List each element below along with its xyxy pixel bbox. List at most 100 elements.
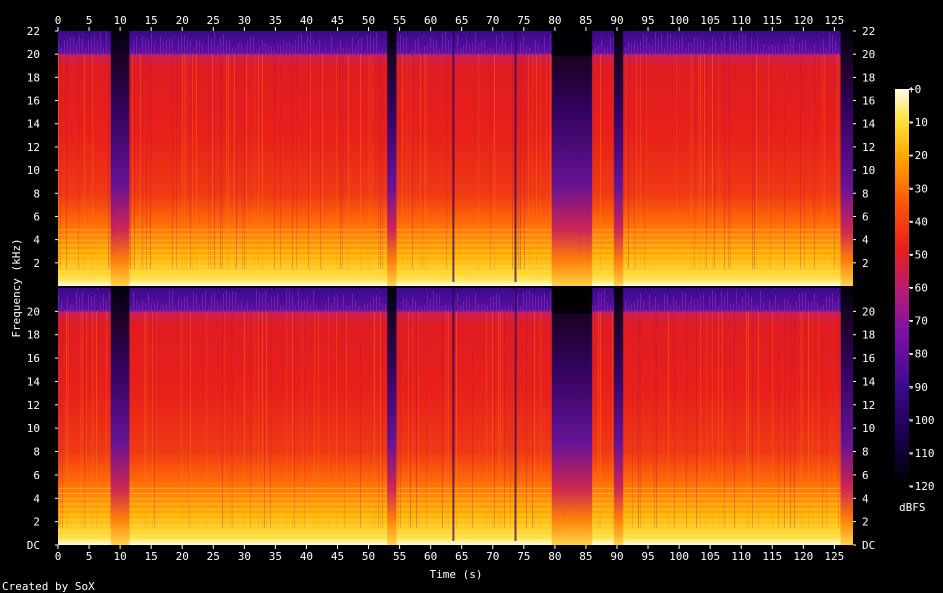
- texture-streak: [418, 311, 419, 528]
- hf-spike: [196, 293, 197, 312]
- texture-streak: [336, 311, 337, 528]
- texture-streak: [66, 311, 67, 528]
- texture-streak: [210, 54, 211, 269]
- hf-spike: [226, 40, 227, 55]
- texture-streak: [244, 311, 245, 528]
- hf-spike: [400, 308, 401, 312]
- y-tick-label-right-lower: 8: [862, 446, 869, 459]
- hf-spike: [634, 302, 635, 312]
- texture-streak: [808, 311, 809, 528]
- texture-streak: [378, 311, 379, 528]
- texture-streak: [382, 311, 383, 528]
- hf-spike: [790, 36, 791, 55]
- texture-streak: [82, 311, 83, 528]
- texture-streak: [188, 311, 189, 528]
- hf-spike: [250, 307, 251, 312]
- texture-streak: [130, 54, 131, 269]
- texture-streak: [772, 311, 773, 528]
- hf-spike: [232, 291, 233, 312]
- hf-spike: [106, 32, 107, 55]
- hf-spike: [304, 42, 305, 55]
- x-tick-label-top: 15: [145, 14, 158, 27]
- hf-spike: [721, 41, 722, 55]
- hf-spike: [655, 297, 656, 312]
- texture-streak: [550, 54, 551, 269]
- texture-streak: [704, 54, 705, 269]
- hf-spike: [463, 45, 464, 55]
- hf-spike: [310, 304, 311, 312]
- texture-streak: [156, 311, 157, 528]
- hf-spike: [190, 307, 191, 312]
- texture-streak: [146, 54, 147, 269]
- hf-spike: [211, 39, 212, 55]
- x-tick-label-top: 40: [300, 14, 313, 27]
- texture-streak: [274, 54, 275, 269]
- hf-spike: [694, 299, 695, 312]
- texture-streak: [644, 54, 645, 269]
- hf-spike: [253, 35, 254, 55]
- hf-spike: [292, 43, 293, 55]
- hf-spike: [148, 293, 149, 312]
- x-tick-label-bottom: 10: [113, 550, 126, 563]
- hf-spike: [463, 301, 464, 312]
- hf-spike: [484, 38, 485, 55]
- texture-streak: [60, 311, 61, 528]
- hf-spike: [814, 44, 815, 55]
- y-tick-label-left-lower: DC: [27, 539, 40, 552]
- hf-spike: [217, 300, 218, 312]
- hf-spike: [208, 34, 209, 55]
- hf-spike: [223, 293, 224, 312]
- hf-spike: [838, 49, 839, 55]
- hf-spike: [166, 39, 167, 55]
- texture-streak: [68, 311, 69, 528]
- hf-spike: [490, 297, 491, 312]
- texture-streak: [380, 54, 381, 269]
- hf-spike: [151, 33, 152, 55]
- colorbar-tick-label: -100: [908, 414, 935, 427]
- texture-streak: [692, 54, 693, 269]
- texture-streak: [804, 54, 805, 269]
- hf-spike: [532, 292, 533, 312]
- hf-spike: [631, 44, 632, 55]
- harmonic-band: [58, 265, 853, 267]
- hf-spike: [604, 289, 605, 312]
- texture-streak: [152, 311, 153, 528]
- hf-spike: [178, 38, 179, 55]
- hf-spike: [598, 290, 599, 312]
- hf-spike: [298, 290, 299, 312]
- spectrogram-body-upper: [58, 31, 853, 286]
- hf-spike: [247, 40, 248, 55]
- hf-spike: [676, 40, 677, 55]
- hf-spike: [214, 292, 215, 312]
- hf-spike: [505, 307, 506, 312]
- texture-streak: [262, 311, 263, 528]
- harmonic-band: [58, 498, 853, 500]
- texture-streak: [342, 54, 343, 269]
- hf-spike: [520, 41, 521, 55]
- hf-spike: [202, 43, 203, 55]
- texture-streak: [834, 54, 835, 269]
- hf-spike: [517, 294, 518, 312]
- hf-spike: [748, 292, 749, 312]
- hf-spike: [79, 297, 80, 312]
- hf-spike: [496, 293, 497, 312]
- texture-streak: [492, 311, 493, 528]
- hf-spike: [685, 293, 686, 312]
- texture-streak: [314, 311, 315, 528]
- hf-spike: [94, 294, 95, 312]
- hf-spike: [697, 298, 698, 312]
- texture-streak: [294, 311, 295, 528]
- hf-spike: [775, 45, 776, 55]
- hf-spike: [139, 303, 140, 312]
- hf-spike: [91, 37, 92, 55]
- texture-streak: [154, 311, 155, 528]
- texture-streak: [346, 311, 347, 528]
- hf-spike: [457, 292, 458, 312]
- hf-spike: [223, 33, 224, 55]
- hf-spike: [460, 305, 461, 312]
- hf-spike: [652, 307, 653, 312]
- hf-spike: [724, 295, 725, 312]
- hf-spike: [262, 39, 263, 55]
- y-tick-label-left-lower: 10: [27, 422, 40, 435]
- hf-spike: [595, 305, 596, 312]
